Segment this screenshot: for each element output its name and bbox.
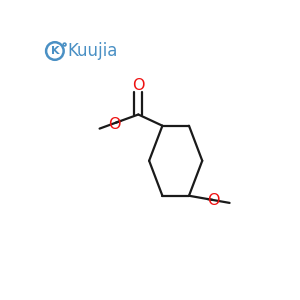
Text: K: K — [51, 46, 59, 56]
Text: Kuujia: Kuujia — [67, 43, 118, 61]
Text: O: O — [207, 193, 220, 208]
Text: O: O — [109, 117, 121, 132]
Text: O: O — [132, 78, 145, 93]
